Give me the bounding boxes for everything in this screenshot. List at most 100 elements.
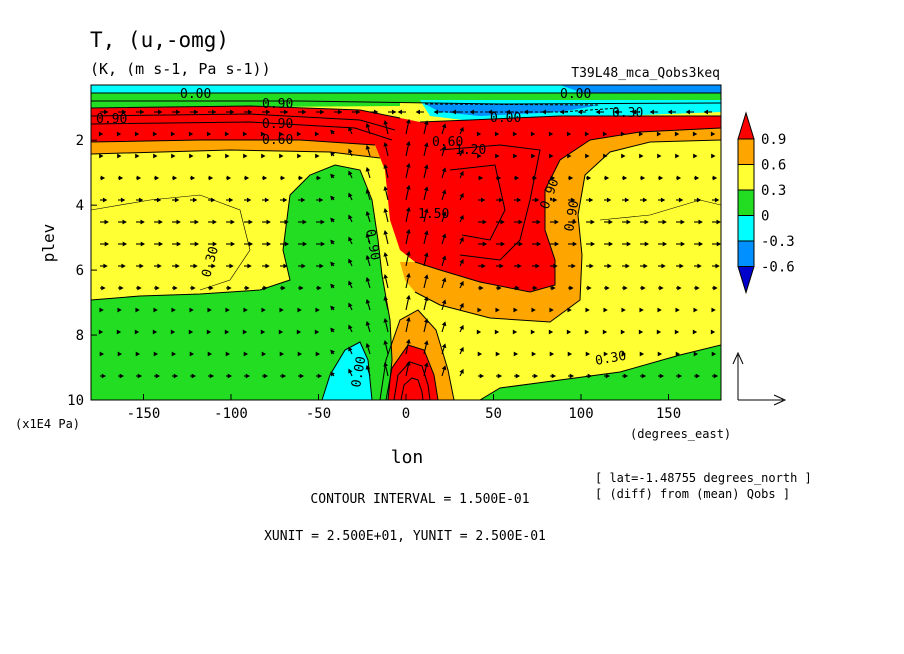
wind-vector-head	[623, 373, 629, 379]
wind-vector-head	[99, 153, 104, 159]
wind-vector-head	[499, 263, 504, 269]
wind-vector-head	[476, 131, 482, 137]
wind-vector-head	[266, 219, 271, 225]
wind-vector-head	[621, 351, 627, 357]
wind-vector-head	[338, 109, 343, 115]
wind-vector-head	[679, 263, 684, 269]
wind-vector-head	[228, 197, 234, 203]
wind-vector-head	[171, 351, 177, 357]
wind-vector-head	[301, 263, 306, 269]
wind-vector-head	[659, 285, 664, 291]
colorbar-segment	[737, 164, 755, 191]
wind-vector-head	[649, 109, 654, 115]
wind-vector-head	[441, 167, 447, 173]
wind-vector-head	[585, 351, 591, 357]
x-tick-label: -150	[127, 406, 161, 422]
wind-vector-head	[640, 175, 646, 181]
wind-vector-head	[158, 219, 163, 225]
wind-vector-head	[441, 189, 447, 195]
wind-vector-head	[441, 255, 447, 261]
wind-vector-head	[694, 175, 700, 181]
wind-vector-head	[441, 365, 447, 371]
x-axis-label: lon	[391, 447, 424, 468]
y-tick-label: 6	[76, 263, 84, 279]
wind-vector-head	[548, 131, 554, 137]
wind-vector-head	[100, 175, 106, 181]
wind-vector-head	[194, 219, 199, 225]
wind-vector-head	[477, 307, 482, 313]
wind-vector-head	[500, 241, 506, 247]
wind-vector-head	[365, 188, 371, 194]
contour-label: 0.90	[262, 97, 293, 112]
wind-vector-head	[279, 153, 284, 159]
colorbar-segment	[737, 111, 755, 140]
wind-vector-head	[423, 362, 429, 367]
wind-vector-head	[140, 241, 146, 247]
wind-vector-head	[137, 285, 142, 291]
wind-vector-head	[260, 329, 266, 335]
wind-vector-head	[553, 263, 558, 269]
wind-vector-head	[567, 351, 573, 357]
wind-vector-head	[302, 109, 307, 115]
wind-vector-head	[513, 307, 518, 313]
x-tick-label: -100	[214, 406, 248, 422]
wind-vector-head	[243, 153, 248, 159]
wind-vector-head	[713, 373, 719, 379]
diff-note: [ (diff) from (mean) Qobs ]	[595, 487, 790, 501]
colorbar-label: -0.6	[761, 260, 795, 276]
wind-vector-head	[140, 109, 145, 115]
wind-vector-head	[392, 109, 397, 115]
contour-label: 0.90	[262, 117, 293, 132]
wind-vector-head	[330, 129, 335, 135]
wind-vector-head	[513, 153, 518, 159]
wind-vector-head	[459, 346, 464, 352]
wind-vector-head	[284, 109, 289, 115]
wind-vector-head	[639, 153, 644, 159]
wind-vector-head	[552, 197, 558, 203]
wind-vector-head	[348, 368, 353, 374]
wind-vector-head	[423, 340, 429, 345]
wind-vector-head	[441, 145, 447, 151]
wind-vector-head	[656, 131, 662, 137]
wind-vector-head	[572, 219, 577, 225]
wind-vector-head	[117, 307, 122, 313]
wind-vector-head	[514, 175, 520, 181]
wind-vector-head	[348, 214, 353, 220]
wind-vector-head	[481, 263, 486, 269]
wind-vector-head	[415, 109, 420, 115]
wind-vector-head	[208, 175, 214, 181]
wind-vector-head	[532, 175, 538, 181]
contour-interval-text: CONTOUR INTERVAL = 1.500E-01	[310, 492, 529, 507]
wind-vector-head	[585, 307, 590, 313]
wind-vector-head	[692, 329, 698, 335]
wind-vector-head	[476, 329, 482, 335]
wind-vector-head	[567, 307, 572, 313]
wind-vector-head	[206, 131, 212, 137]
colorbar-segment	[737, 240, 755, 267]
wind-vector-head	[212, 241, 218, 247]
wind-vector-head	[696, 197, 702, 203]
wind-vector-head	[224, 329, 230, 335]
wind-vector-head	[314, 329, 320, 335]
wind-vector-head	[121, 263, 126, 269]
wind-vector-head	[283, 263, 288, 269]
x-tick-label: 150	[656, 406, 681, 422]
wind-vector-head	[297, 307, 302, 313]
wind-vector-head	[569, 373, 575, 379]
wind-vector-head	[227, 285, 232, 291]
wind-vector-head	[478, 175, 484, 181]
wind-vector-head	[300, 197, 306, 203]
colorbar-segment	[737, 215, 755, 242]
wind-vector-head	[605, 285, 610, 291]
wind-vector-head	[678, 197, 684, 203]
wind-vector-head	[657, 307, 662, 313]
wind-vector-head	[523, 109, 528, 115]
wind-vector-head	[383, 339, 389, 345]
x-tick-label: 50	[485, 406, 502, 422]
wind-vector-head	[423, 142, 429, 147]
wind-vector-head	[101, 373, 107, 379]
wind-vector-head	[584, 329, 590, 335]
wind-vector-head	[101, 285, 106, 291]
wind-vector-head	[173, 373, 179, 379]
contour-label: 0.60	[432, 135, 463, 150]
